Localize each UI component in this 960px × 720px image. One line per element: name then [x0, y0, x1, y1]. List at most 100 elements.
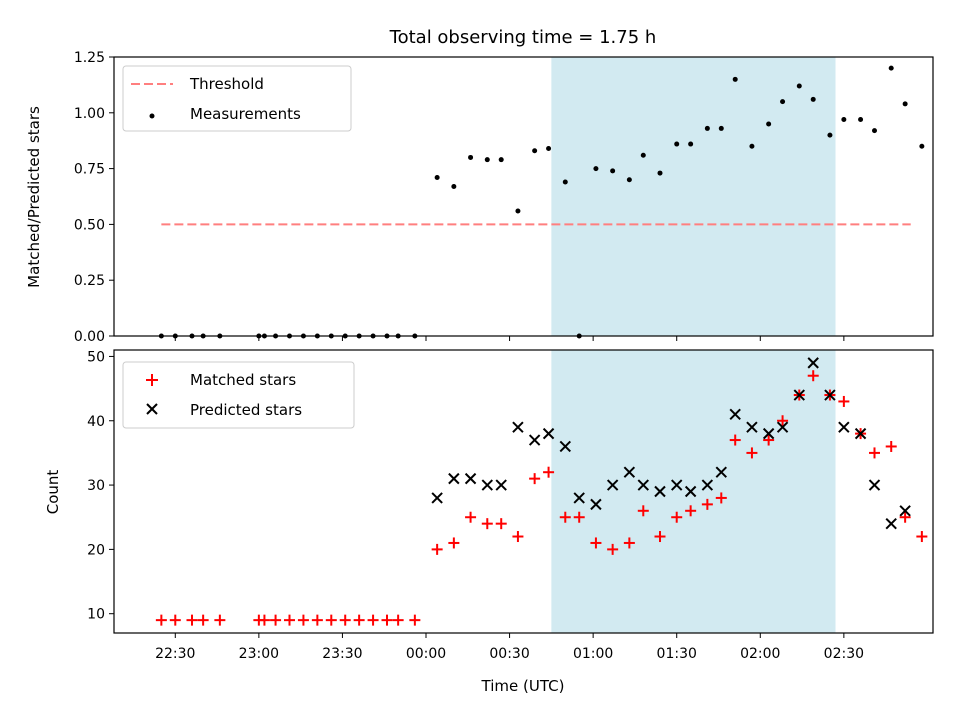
matched-star-point: [392, 614, 404, 626]
measurement-point: [810, 96, 816, 102]
matched-star-point: [701, 498, 713, 510]
observing-window-shade-count: [551, 350, 836, 633]
x-tick-label: 00:30: [489, 646, 529, 662]
predicted-star-point: [431, 492, 443, 504]
measurement-point: [688, 141, 694, 147]
y-tick-label: 0.25: [74, 273, 105, 289]
legend-predicted-label: Predicted stars: [190, 401, 302, 419]
measurement-point: [515, 208, 521, 214]
matched-star-point: [715, 492, 727, 504]
matched-star-point: [448, 537, 460, 549]
x-tick-label: 00:00: [406, 646, 446, 662]
count-legend-box: [122, 361, 355, 429]
measurement-point: [704, 125, 710, 131]
matched-star-point: [623, 537, 635, 549]
predicted-star-point: [746, 421, 758, 433]
measurement-point: [780, 99, 786, 105]
count-legend: Matched stars Predicted stars: [122, 361, 355, 429]
x-tick-label: 22:30: [155, 646, 195, 662]
y-tick-label: 0.75: [74, 162, 105, 178]
matched-star-point: [729, 434, 741, 446]
legend-matched-swatch: [146, 374, 158, 386]
measurement-point: [562, 179, 568, 185]
measurement-point: [766, 121, 772, 127]
predicted-star-point: [623, 466, 636, 478]
observing-window-shade: [551, 57, 836, 336]
predicted-star-point: [654, 485, 666, 498]
predicted-star-point: [868, 479, 881, 491]
predicted-star-point: [824, 389, 836, 401]
count-plot-frame: [113, 349, 934, 634]
y-tick-label: 20: [87, 542, 105, 558]
count-marks: [155, 357, 928, 626]
matched-star-point: [654, 531, 666, 543]
predicted-star-point: [637, 479, 649, 491]
measurement-point: [858, 116, 864, 122]
matched-star-point: [807, 370, 819, 382]
predicted-star-point: [573, 492, 585, 504]
measurement-point: [451, 183, 457, 189]
measurement-point: [872, 128, 877, 134]
predicted-star-point: [793, 389, 805, 401]
matched-star-point: [197, 614, 209, 626]
predicted-star-point: [762, 427, 775, 440]
y-tick-label: 30: [87, 478, 105, 494]
matched-star-point: [258, 614, 270, 626]
y-tick-label: 50: [87, 349, 105, 365]
y-tick-label: 10: [87, 607, 105, 623]
matched-star-point: [270, 614, 282, 626]
x-tick-label: 01:30: [657, 646, 697, 662]
matched-star-point: [214, 614, 226, 626]
legend-predicted-swatch: [146, 403, 158, 415]
matched-star-point: [685, 505, 697, 517]
predicted-star-point: [701, 479, 714, 491]
matched-star-point: [543, 466, 555, 478]
predicted-star-point: [885, 517, 897, 530]
matched-star-point: [297, 614, 309, 626]
predicted-star-point: [671, 479, 683, 491]
matched-star-point: [763, 434, 775, 446]
measurement-point: [888, 65, 894, 71]
predicted-star-point: [590, 498, 602, 511]
predicted-star-point: [542, 427, 555, 440]
matched-star-point: [637, 505, 649, 517]
x-tick-label: 02:30: [824, 646, 864, 662]
matched-star-point: [409, 614, 421, 626]
y-tick-label: 1.00: [74, 106, 105, 122]
legend-measurements-swatch: [149, 113, 155, 119]
ratio-y-ticks: 0.00 0.25 0.50 0.75 1.00 1.25: [74, 50, 114, 345]
chart-title: Total observing time = 1.75 h: [389, 27, 657, 48]
measurement-point: [434, 175, 440, 181]
measurement-point: [593, 166, 599, 172]
measurement-point: [626, 177, 632, 183]
y-tick-label: 40: [87, 414, 105, 430]
y-tick-label: 0.00: [74, 329, 105, 345]
measurement-point: [498, 157, 504, 163]
x-tick-label: 23:30: [322, 646, 362, 662]
measurement-point: [841, 116, 847, 122]
predicted-star-point: [481, 479, 493, 491]
predicted-star-point: [776, 421, 789, 433]
measurement-point: [796, 83, 802, 89]
matched-star-point: [512, 531, 524, 543]
x-tick-label: 23:00: [239, 646, 279, 662]
matched-star-point: [367, 614, 379, 626]
matched-star-point: [607, 543, 619, 555]
y-tick-label: 1.25: [74, 50, 105, 66]
legend-threshold-label: Threshold: [189, 75, 264, 93]
matched-star-point: [339, 614, 351, 626]
x-tick-label: 02:00: [740, 646, 780, 662]
matched-star-point: [481, 518, 493, 530]
measurement-point: [546, 146, 552, 152]
count-x-ticks: 22:30 23:00 23:30 00:00 00:30 01:00 01:30 02:00…: [155, 633, 864, 662]
predicted-star-point: [464, 472, 477, 485]
measurement-point: [902, 101, 908, 107]
x-axis-label: Time (UTC): [481, 677, 565, 695]
measurement-point: [732, 76, 738, 82]
matched-star-point: [529, 473, 541, 485]
matched-star-point: [885, 440, 897, 452]
matched-star-point: [573, 511, 585, 523]
count-panel: 10 20 30 40 50 22:30 23:00 23:30 00:00 00:30 01:0…: [44, 349, 934, 695]
measurement-point: [718, 125, 724, 131]
